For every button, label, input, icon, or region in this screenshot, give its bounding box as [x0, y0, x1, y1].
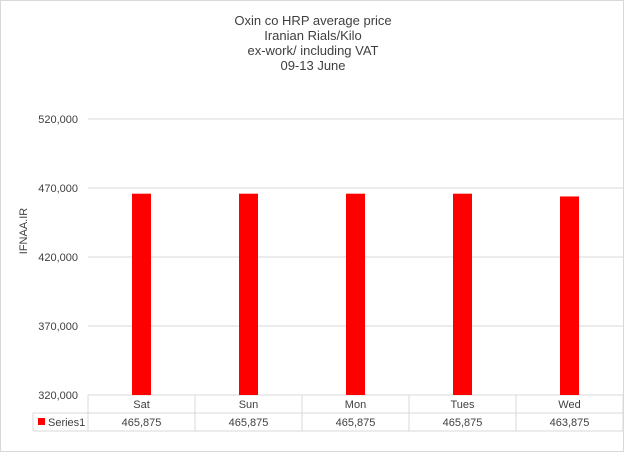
x-category-label: Tues — [450, 399, 475, 411]
y-tick-label: 520,000 — [38, 114, 78, 126]
y-tick-label: 420,000 — [38, 252, 78, 264]
bar — [239, 193, 258, 395]
x-category-label: Wed — [558, 399, 580, 411]
table-value-label: 463,875 — [550, 417, 590, 429]
chart-title-line-4: 09-13 June — [280, 58, 346, 73]
chart-title-line-3: ex-work/ including VAT — [247, 43, 379, 58]
data-table: Sat 465,875 Sun 465,875 Mon 465,875 Tues 465,87… — [32, 395, 624, 432]
y-tick-label: 370,000 — [38, 321, 78, 333]
table-value-label: 465,875 — [443, 417, 483, 429]
y-axis-label: IFNAA.IR — [18, 208, 30, 255]
table-value-label: 465,875 — [336, 417, 376, 429]
legend-key — [38, 418, 45, 425]
bar — [132, 193, 151, 395]
bar — [453, 193, 472, 395]
x-category-label: Mon — [345, 399, 366, 411]
y-axis-ticks: 320,000 370,000 420,000 470,000 520,000 — [38, 114, 78, 402]
series-name-label: Series1 — [48, 417, 85, 429]
bar — [560, 196, 579, 395]
chart-title-line-1: Oxin co HRP average price — [234, 13, 392, 28]
x-category-label: Sat — [133, 399, 150, 411]
chart-title-line-2: Iranian Rials/Kilo — [264, 28, 362, 43]
x-category-label: Sun — [239, 399, 259, 411]
bars — [132, 193, 579, 395]
table-value-label: 465,875 — [229, 417, 269, 429]
table-value-label: 465,875 — [122, 417, 162, 429]
y-tick-label: 470,000 — [38, 183, 78, 195]
bar — [346, 193, 365, 395]
y-tick-label: 320,000 — [38, 390, 78, 402]
